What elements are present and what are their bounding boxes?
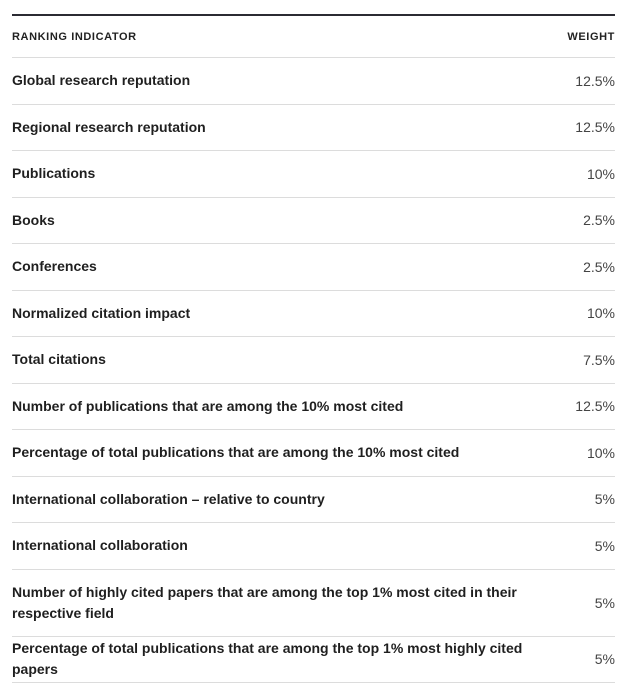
weight-cell: 2.5%	[567, 197, 615, 244]
table-row: Total citations 7.5%	[12, 336, 615, 384]
table-row: Percentage of total publications that ar…	[12, 429, 615, 477]
indicator-cell: Total citations	[12, 336, 568, 384]
weight-cell: 12.5%	[567, 57, 615, 105]
indicator-cell: Global research reputation	[12, 57, 568, 105]
weight-cell: 5%	[567, 522, 615, 570]
table-row: Normalized citation impact 10%	[12, 290, 615, 337]
weight-cell: 5%	[567, 476, 615, 523]
weight-cell: 2.5%	[567, 243, 615, 291]
weight-cell: 5%	[567, 636, 615, 683]
weight-cell: 7.5%	[567, 336, 615, 384]
indicator-cell: Number of publications that are among th…	[12, 383, 568, 430]
indicator-cell: Publications	[12, 150, 568, 198]
table-row: Number of highly cited papers that are a…	[12, 569, 615, 637]
table-row: International collaboration 5%	[12, 522, 615, 570]
weight-cell: 10%	[567, 429, 615, 477]
weight-column-header: WEIGHT	[567, 15, 615, 58]
table-row: Conferences 2.5%	[12, 243, 615, 291]
table-row: Percentage of total publications that ar…	[12, 636, 615, 683]
weight-cell: 10%	[567, 150, 615, 198]
indicator-cell: International collaboration	[12, 522, 568, 570]
weight-cell: 12.5%	[567, 383, 615, 430]
weight-cell: 5%	[567, 569, 615, 637]
table-row: Global research reputation 12.5%	[12, 57, 615, 105]
indicator-cell: Books	[12, 197, 568, 244]
ranking-table-container: RANKING INDICATOR WEIGHT Global research…	[12, 14, 615, 683]
table-row: Number of publications that are among th…	[12, 383, 615, 430]
indicator-cell: Regional research reputation	[12, 104, 568, 151]
weight-cell: 12.5%	[567, 104, 615, 151]
table-row: Regional research reputation 12.5%	[12, 104, 615, 151]
indicator-column-header: RANKING INDICATOR	[12, 15, 568, 58]
indicator-cell: Conferences	[12, 243, 568, 291]
table-row: Publications 10%	[12, 150, 615, 198]
indicator-cell: Normalized citation impact	[12, 290, 568, 337]
table-row: International collaboration – relative t…	[12, 476, 615, 523]
indicator-cell: International collaboration – relative t…	[12, 476, 568, 523]
table-header-row: RANKING INDICATOR WEIGHT	[12, 15, 615, 58]
indicator-cell: Number of highly cited papers that are a…	[12, 569, 568, 637]
table-row: Books 2.5%	[12, 197, 615, 244]
indicator-cell: Percentage of total publications that ar…	[12, 429, 568, 477]
ranking-indicators-table: RANKING INDICATOR WEIGHT Global research…	[12, 14, 615, 683]
weight-cell: 10%	[567, 290, 615, 337]
indicator-cell: Percentage of total publications that ar…	[12, 636, 568, 683]
